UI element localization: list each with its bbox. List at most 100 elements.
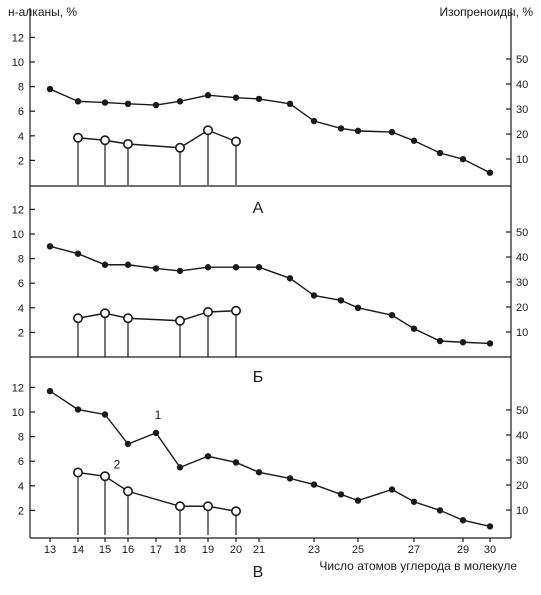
- n-alkanes-point: [46, 387, 54, 395]
- x-tick-label: 21: [253, 544, 265, 556]
- x-tick-label: 17: [150, 544, 162, 556]
- n-alkanes-point: [176, 464, 184, 471]
- n-alkanes-point: [486, 340, 494, 347]
- isoprenoid-point: [175, 315, 186, 326]
- x-axis-title: Число атомов углерода в молекуле: [319, 559, 517, 573]
- n-alkanes-point: [436, 337, 444, 345]
- n-alkanes-point: [459, 155, 467, 163]
- left-tick-label: 2: [18, 155, 24, 167]
- n-alkanes-point: [337, 297, 345, 304]
- panel-2: 2 4 6 8 10 12 10 20 30 40 50 Б: [12, 204, 529, 386]
- isoprenoid-point: [175, 501, 186, 512]
- n-alkanes-point: [74, 98, 82, 105]
- n-alkanes-point: [486, 523, 494, 530]
- series-1-annotation: 1: [155, 408, 162, 422]
- n-alkanes-point: [101, 411, 109, 418]
- left-tick-label: 10: [12, 407, 24, 419]
- n-alkanes-line: [49, 390, 491, 528]
- n-alkanes-point: [46, 243, 54, 250]
- n-alkanes-point: [152, 429, 160, 437]
- n-alkanes-point: [204, 264, 212, 271]
- x-tick-labels: 13 14 15 16 17 18 19 20 21 23 25 27 29 30 В: [44, 538, 496, 581]
- isoprenoid-point: [231, 136, 242, 147]
- series-2-annotation: 2: [114, 457, 121, 471]
- right-axis-title: Изопреноиды, %: [440, 5, 534, 19]
- x-tick-label: 14: [72, 544, 84, 556]
- isoprenoid-point: [73, 467, 84, 478]
- n-alkanes-point: [286, 100, 294, 108]
- right-tick-label: 40: [516, 430, 528, 442]
- n-alkanes-point: [436, 507, 444, 514]
- n-alkanes-point: [124, 440, 132, 448]
- n-alkanes-point: [152, 265, 160, 272]
- n-alkanes-point: [459, 339, 467, 346]
- chart-panels: 246810121020304050А246810121020304050Б24…: [12, 32, 529, 535]
- right-tick-label: 10: [516, 505, 528, 517]
- n-alkanes-point: [74, 250, 82, 257]
- n-alkanes-point: [354, 127, 362, 135]
- n-alkanes-point: [176, 98, 184, 105]
- n-alkanes-line: [49, 88, 491, 174]
- right-tick-label: 40: [516, 79, 528, 91]
- x-tick-label: 15: [99, 544, 111, 556]
- left-tick-label: 4: [18, 131, 24, 143]
- isoprenoid-point: [100, 135, 111, 146]
- left-tick-label: 8: [18, 432, 24, 444]
- n-alkanes-point: [337, 125, 345, 132]
- x-tick-label: 23: [308, 544, 320, 556]
- isoprenoid-point: [203, 125, 214, 136]
- isoprenoid-point: [203, 501, 214, 512]
- n-alkanes-point: [232, 94, 240, 101]
- panel-letter: В: [253, 564, 264, 581]
- right-tick-label: 40: [516, 252, 528, 264]
- n-alkanes-point: [101, 261, 109, 268]
- isoprenoid-point: [123, 139, 134, 150]
- n-alkanes-point: [310, 292, 318, 299]
- right-tick-label: 30: [516, 104, 528, 116]
- panel-letter: А: [253, 200, 264, 217]
- right-tick-label: 50: [516, 405, 528, 417]
- n-alkanes-point: [410, 137, 418, 144]
- n-alkanes-point: [232, 264, 240, 271]
- n-alkanes-point: [410, 498, 418, 505]
- panel-letter: Б: [253, 369, 264, 386]
- left-axis-title: н-алканы, %: [8, 5, 77, 19]
- n-alkanes-point: [101, 99, 109, 106]
- left-tick-label: 6: [18, 456, 24, 468]
- n-alkanes-point: [310, 481, 318, 488]
- right-tick-label: 30: [516, 455, 528, 467]
- n-alkanes-point: [152, 101, 160, 109]
- n-alkanes-line: [49, 245, 491, 345]
- left-tick-label: 10: [12, 229, 24, 241]
- isoprenoid-point: [73, 313, 84, 324]
- x-tick-label: 18: [174, 544, 186, 556]
- right-tick-label: 10: [516, 154, 528, 166]
- isoprenoid-point: [231, 305, 242, 316]
- left-tick-label: 8: [18, 254, 24, 266]
- n-alkanes-point: [388, 311, 396, 319]
- x-tick-label: 20: [230, 544, 242, 556]
- n-alkanes-point: [204, 92, 212, 99]
- right-tick-label: 50: [516, 227, 528, 239]
- n-alkanes-point: [436, 149, 444, 157]
- x-tick-label: 27: [408, 544, 420, 556]
- x-tick-label: 30: [484, 544, 496, 556]
- right-tick-label: 20: [516, 129, 528, 141]
- x-tick-label: 13: [44, 544, 56, 556]
- n-alkanes-point: [410, 325, 418, 332]
- x-tick-label: 19: [202, 544, 214, 556]
- isoprenoid-point: [175, 142, 186, 153]
- left-tick-label: 4: [18, 303, 24, 315]
- x-tick-label: 29: [457, 544, 469, 556]
- right-tick-label: 10: [516, 327, 528, 339]
- isoprenoid-point: [123, 486, 134, 497]
- right-tick-label: 20: [516, 480, 528, 492]
- n-alkanes-point: [459, 517, 467, 524]
- n-alkanes-point: [204, 453, 212, 460]
- n-alkanes-point: [388, 486, 396, 493]
- x-tick-label: 25: [352, 544, 364, 556]
- n-alkanes-point: [255, 469, 263, 476]
- left-tick-label: 10: [12, 57, 24, 69]
